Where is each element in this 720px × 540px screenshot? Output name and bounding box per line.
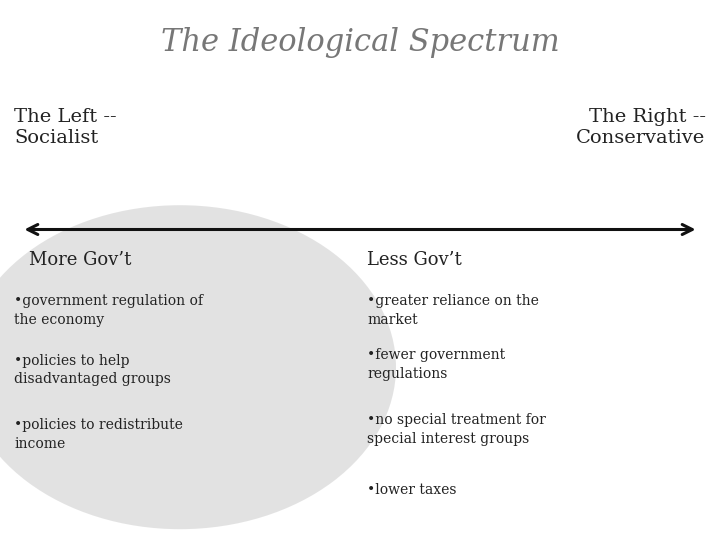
- Text: The Left --
Socialist: The Left -- Socialist: [14, 108, 117, 147]
- Text: •greater reliance on the
market: •greater reliance on the market: [367, 294, 539, 327]
- Text: •policies to help
disadvantaged groups: •policies to help disadvantaged groups: [14, 354, 171, 386]
- Text: The Ideological Spectrum: The Ideological Spectrum: [161, 27, 559, 58]
- Text: •fewer government
regulations: •fewer government regulations: [367, 348, 505, 381]
- Text: More Gov’t: More Gov’t: [29, 251, 131, 269]
- Text: •government regulation of
the economy: •government regulation of the economy: [14, 294, 204, 327]
- Text: •policies to redistribute
income: •policies to redistribute income: [14, 418, 184, 451]
- Circle shape: [0, 205, 396, 529]
- Text: The Right --
Conservative: The Right -- Conservative: [576, 108, 706, 147]
- Text: •no special treatment for
special interest groups: •no special treatment for special intere…: [367, 413, 546, 446]
- Text: Less Gov’t: Less Gov’t: [367, 251, 462, 269]
- Text: •lower taxes: •lower taxes: [367, 483, 456, 497]
